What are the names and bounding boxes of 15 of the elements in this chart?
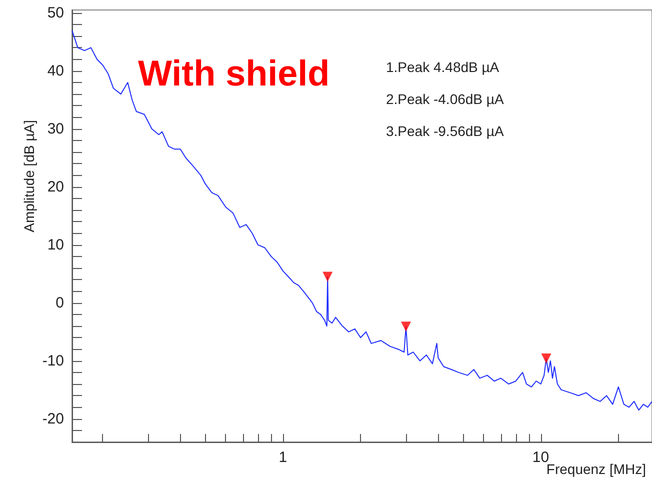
y-tick-label: 30 [47,120,64,138]
y-axis-title: Amplitude [dB µA] [21,120,37,232]
text: With shield [138,52,330,94]
y-tick-label: 0 [56,294,64,312]
x-tick-label: 1 [278,449,288,466]
annotation: 3.Peak -9.56dB µA [386,123,504,139]
y-tick-label: 10 [47,236,64,254]
y-tick-label: -10 [42,352,64,370]
annotation: 1.Peak 4.48dB µA [386,59,500,75]
y-tick-label: 50 [47,4,64,22]
y-tick-label: 20 [47,178,64,196]
y-tick-label: -20 [42,410,64,428]
annotation: 2.Peak -4.06dB µA [386,91,504,107]
y-tick-label: 40 [47,62,64,80]
x-axis-title: Frequenz [MHz] [546,461,646,477]
